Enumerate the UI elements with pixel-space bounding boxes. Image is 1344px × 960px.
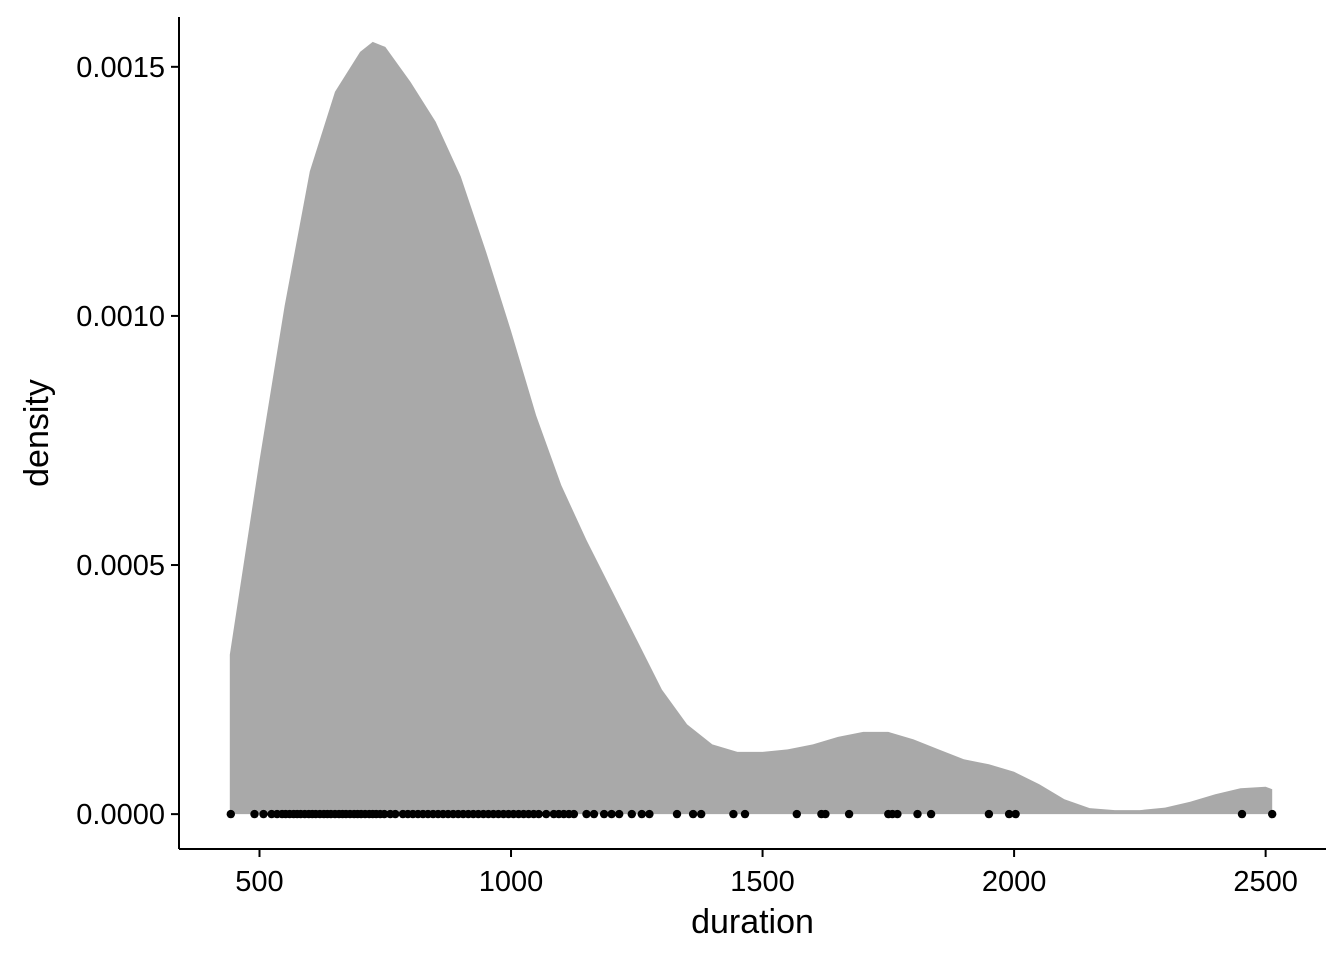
data-point [615,809,624,819]
data-point [569,809,579,819]
data-point [893,809,902,819]
data-point [226,809,235,819]
data-point [589,809,599,819]
density-area [229,41,1273,815]
y-tick-label: 0.0015 [76,52,165,84]
y-tick-label: 0.0010 [76,301,165,333]
data-point [926,809,936,819]
data-point [844,809,854,819]
data-point [792,809,801,819]
x-tick-label: 1000 [479,866,544,898]
axes: 500 1000 1500 2000 2500 0.00000.00050.00100.… [76,17,1326,898]
data-point [599,809,609,819]
x-axis-title: duration [691,903,814,941]
data-point [729,809,738,819]
x-axis-ticks: 500 1000 1500 2000 2500 [235,849,1298,898]
data-point [645,809,654,819]
data-point [821,809,830,819]
data-point [1004,809,1014,819]
y-tick-label: 0.0005 [76,550,165,582]
data-point [697,809,706,819]
data-point [259,809,268,819]
data-point [984,809,994,819]
data-point [380,809,389,819]
x-tick-label: 1500 [730,866,795,898]
y-axis-title: density [18,379,56,487]
x-tick-label: 2500 [1233,866,1298,898]
data-point [637,809,646,819]
data-point [688,809,698,819]
data-point [1268,809,1277,819]
y-axis-ticks: 0.0000 0.0005 0.0010 0.0015 [76,52,179,831]
data-point [740,809,750,819]
data-point [1011,809,1020,819]
x-tick-label: 500 [235,866,283,898]
data-point [542,809,551,819]
data-point [582,809,591,819]
data-point [1237,809,1247,819]
y-tick-label: 0.0000 [76,799,165,831]
data-point [391,809,400,819]
data-point [534,809,543,819]
x-tick-label: 2000 [982,866,1047,898]
data-point [607,809,616,819]
data-point [672,809,682,819]
data-point [250,809,259,819]
data-marks [226,41,1277,819]
data-point [627,809,636,819]
data-point [913,809,922,819]
